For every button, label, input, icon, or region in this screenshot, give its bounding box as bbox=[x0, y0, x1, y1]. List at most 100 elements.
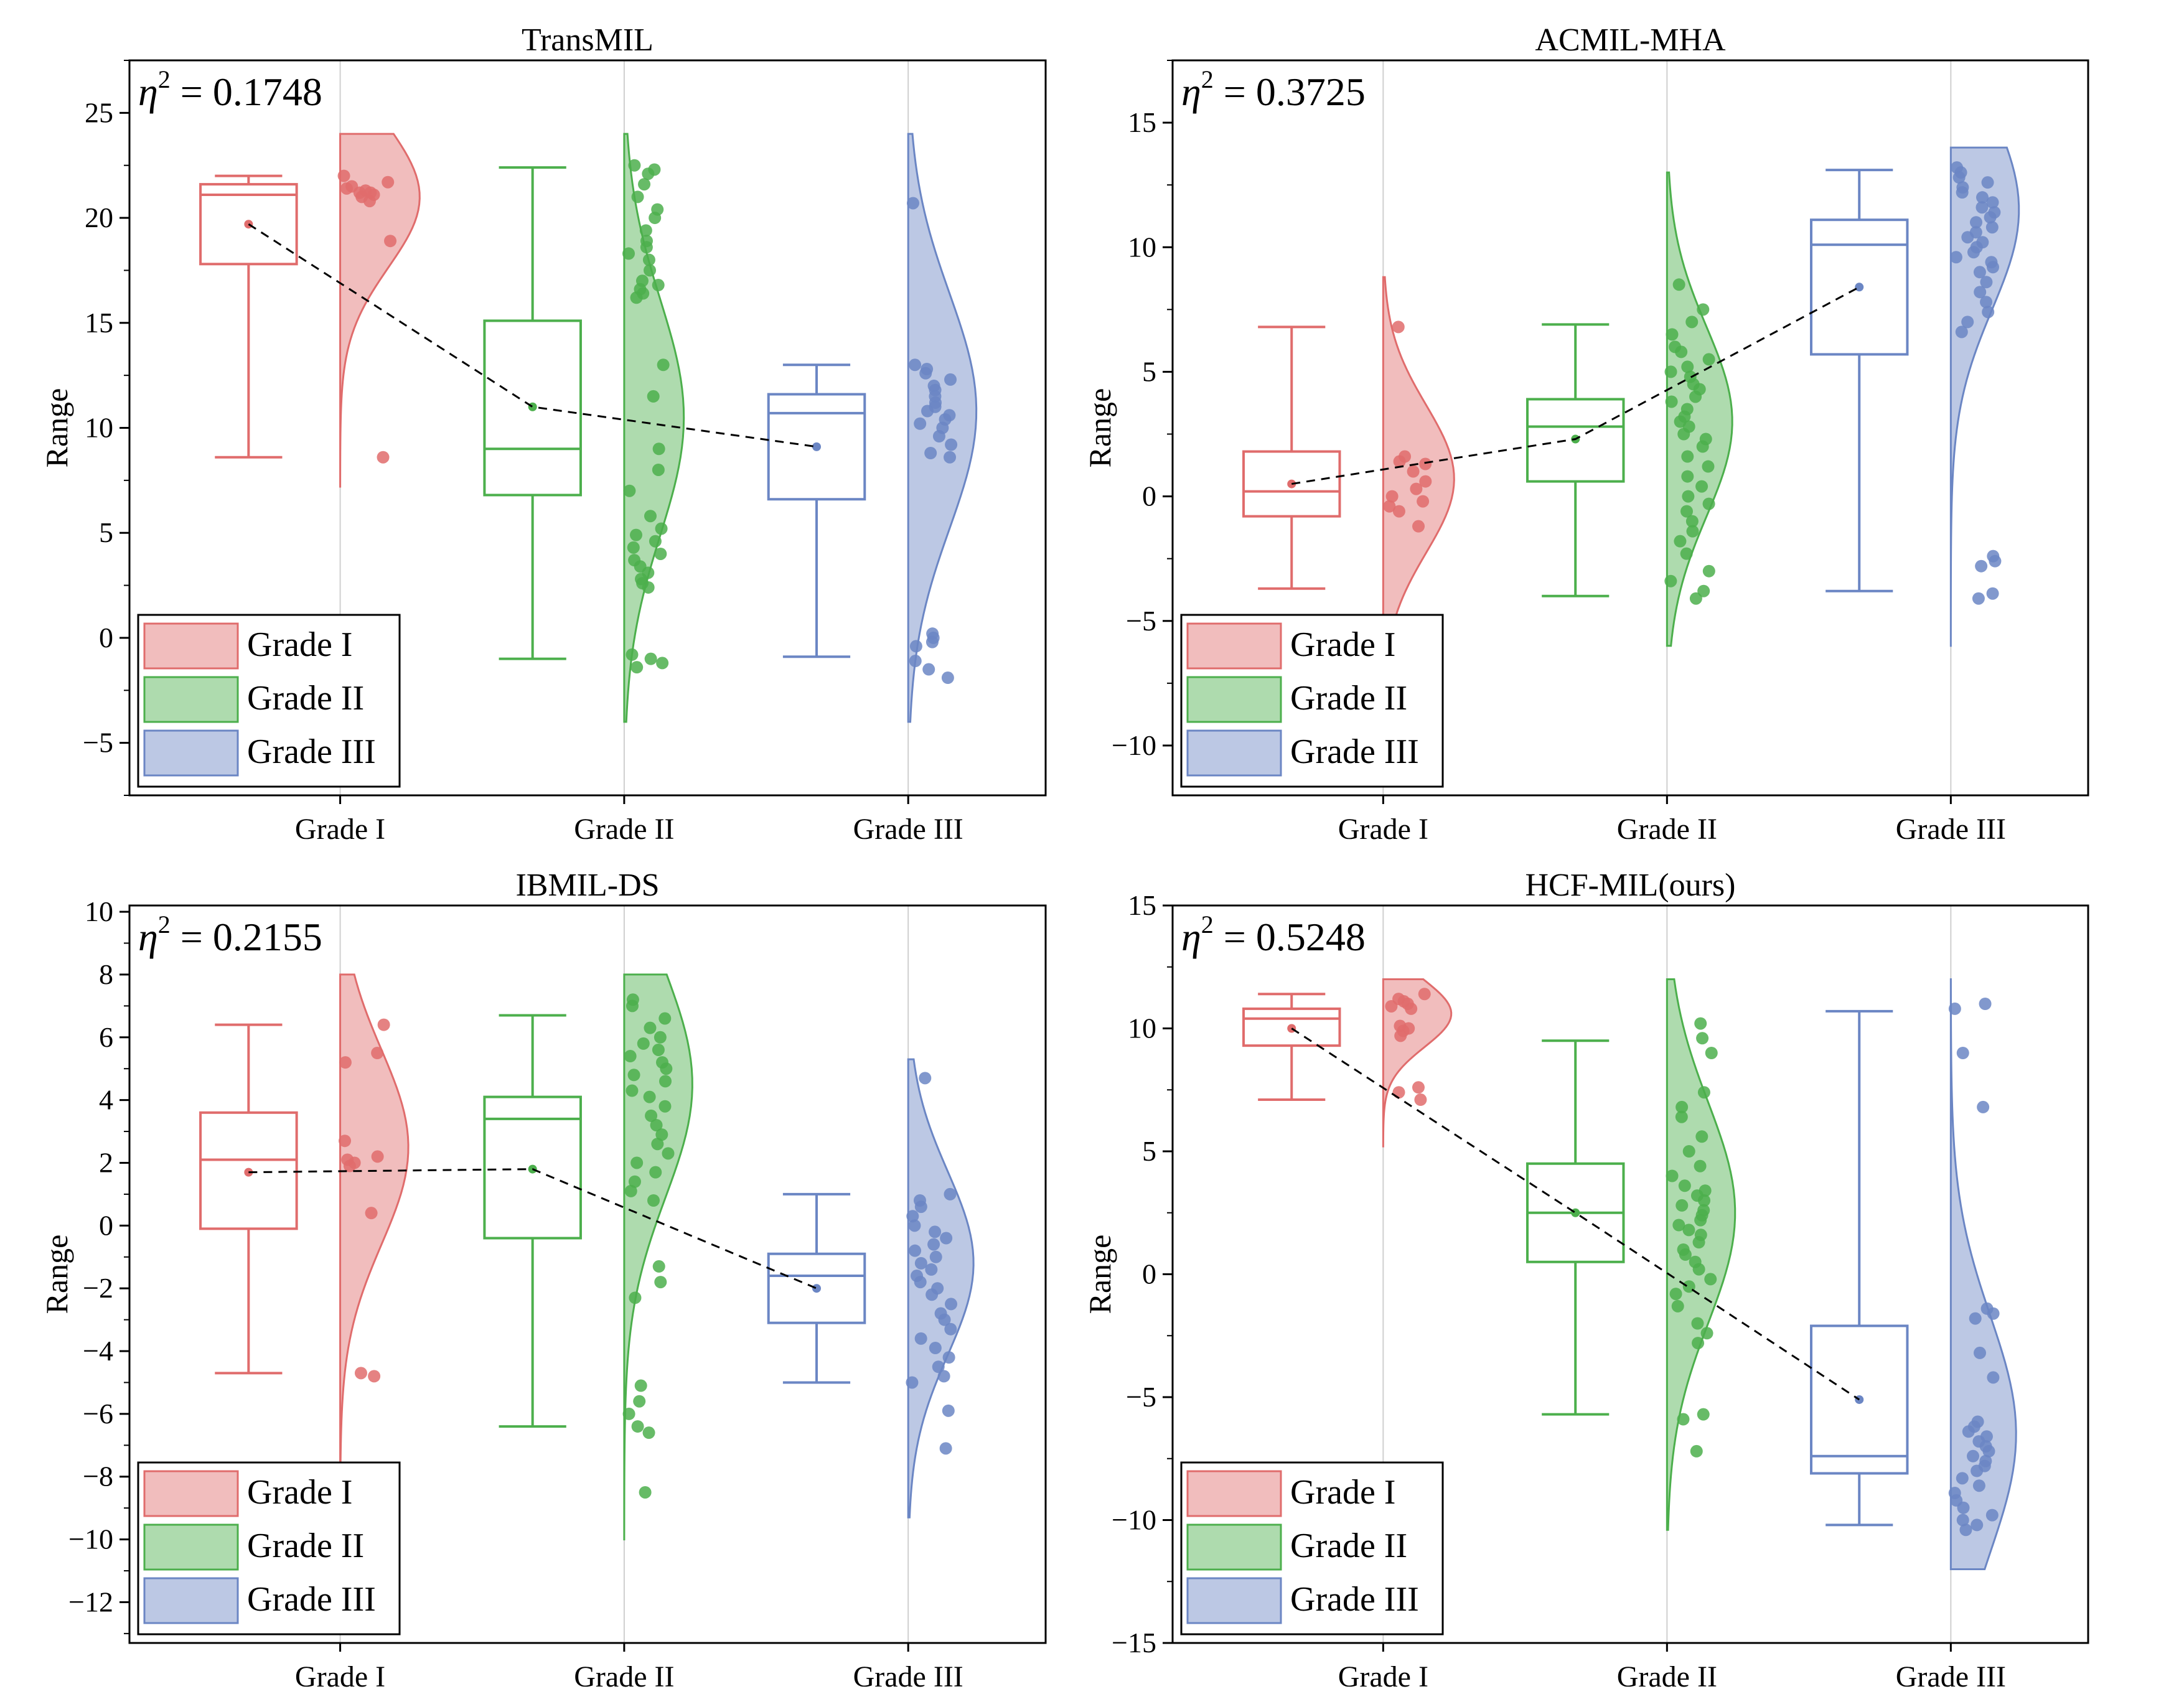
legend-label: Grade II bbox=[1290, 679, 1407, 718]
data-point bbox=[1682, 490, 1695, 503]
data-point bbox=[1685, 515, 1699, 528]
mean-trend-line bbox=[1291, 1027, 1860, 1401]
data-point bbox=[906, 1376, 919, 1389]
violin-half bbox=[1666, 171, 1733, 647]
y-tick-label: 20 bbox=[85, 202, 113, 233]
data-point bbox=[644, 510, 657, 523]
data-point bbox=[1681, 470, 1694, 483]
y-axis-label: Range bbox=[1082, 1235, 1117, 1314]
legend-label: Grade II bbox=[247, 679, 364, 718]
data-point bbox=[637, 1037, 650, 1050]
legend-label: Grade I bbox=[1290, 1473, 1395, 1512]
data-point bbox=[914, 417, 927, 430]
box-iqr bbox=[1526, 398, 1625, 483]
data-point bbox=[1955, 325, 1968, 339]
data-point bbox=[1418, 988, 1431, 1001]
violin-half bbox=[623, 973, 693, 1541]
data-point bbox=[932, 1360, 945, 1373]
legend-label: Grade I bbox=[247, 1473, 352, 1512]
data-point bbox=[1385, 999, 1398, 1013]
y-tick-label: 10 bbox=[1128, 1013, 1156, 1044]
x-tick-label: Grade II bbox=[1617, 1660, 1717, 1693]
legend-swatch bbox=[143, 1470, 239, 1517]
data-point bbox=[354, 1367, 367, 1380]
data-point bbox=[914, 1256, 927, 1270]
data-point bbox=[629, 528, 642, 541]
y-tick-label: −8 bbox=[83, 1461, 113, 1492]
data-point bbox=[642, 581, 655, 594]
data-point bbox=[649, 535, 662, 548]
data-point bbox=[1392, 505, 1405, 518]
data-point bbox=[1681, 450, 1694, 463]
y-tick-label: −5 bbox=[1126, 605, 1156, 637]
eta-squared-annotation: η2 = 0.5248 bbox=[1181, 910, 1366, 959]
data-point bbox=[1956, 1047, 1969, 1059]
mean-trend-line bbox=[248, 1168, 817, 1289]
legend: Grade I Grade II Grade III bbox=[137, 614, 401, 788]
data-point bbox=[1961, 231, 1974, 244]
data-point bbox=[628, 159, 641, 172]
data-point bbox=[1666, 328, 1679, 341]
data-point bbox=[1704, 1273, 1717, 1286]
y-tick-label: −10 bbox=[1112, 1504, 1156, 1536]
data-point bbox=[363, 195, 376, 208]
data-point bbox=[944, 451, 957, 464]
data-point bbox=[384, 235, 397, 248]
data-point bbox=[1664, 574, 1677, 587]
data-point bbox=[339, 1056, 352, 1069]
data-point bbox=[1695, 1130, 1708, 1143]
data-point bbox=[353, 186, 366, 199]
data-point bbox=[639, 224, 652, 237]
group-grade-iii bbox=[767, 133, 978, 723]
chart-panel-2: ACMIL-MHA Range η2 = 0.3725 −10 −5 0 5 10 15 Grad… bbox=[1082, 22, 2089, 846]
data-point bbox=[906, 197, 919, 210]
data-point bbox=[945, 438, 958, 451]
data-point bbox=[924, 446, 937, 459]
data-point bbox=[647, 1194, 660, 1207]
data-point bbox=[1987, 1307, 2000, 1320]
data-point bbox=[1970, 216, 1983, 229]
data-point bbox=[1967, 1449, 1980, 1462]
data-point bbox=[624, 1050, 637, 1063]
data-point bbox=[1977, 1100, 1990, 1113]
y-tick-label: 10 bbox=[85, 412, 113, 444]
x-tick-label: Grade III bbox=[853, 813, 963, 846]
data-point bbox=[1969, 1312, 1982, 1325]
data-point bbox=[337, 169, 350, 182]
x-tick-label: Grade III bbox=[1896, 813, 2006, 846]
data-point bbox=[909, 655, 922, 668]
data-point bbox=[630, 291, 643, 304]
data-point bbox=[929, 1342, 942, 1354]
data-point bbox=[1987, 261, 2000, 274]
data-point bbox=[938, 1313, 951, 1326]
legend-label: Grade I bbox=[247, 625, 352, 664]
data-point bbox=[927, 1238, 940, 1251]
plot-frame bbox=[1171, 904, 2089, 1644]
data-point bbox=[1952, 171, 1966, 184]
data-point bbox=[1985, 1509, 1999, 1522]
data-point bbox=[925, 1263, 938, 1276]
data-point bbox=[654, 1031, 667, 1044]
legend-swatch bbox=[1186, 1577, 1282, 1624]
y-tick-label: −6 bbox=[83, 1398, 113, 1430]
data-point bbox=[1956, 186, 1969, 199]
data-point bbox=[1680, 505, 1693, 518]
data-point bbox=[660, 1062, 673, 1075]
data-point bbox=[624, 1184, 637, 1197]
x-tick-label: Grade I bbox=[1338, 813, 1428, 846]
data-point bbox=[371, 1150, 384, 1163]
data-point bbox=[640, 241, 653, 254]
data-point bbox=[1682, 1145, 1695, 1158]
data-point bbox=[1407, 465, 1420, 478]
data-point bbox=[1689, 592, 1702, 605]
data-point bbox=[656, 657, 669, 670]
y-tick-label: 25 bbox=[85, 96, 113, 128]
data-point bbox=[631, 190, 644, 204]
data-point bbox=[1675, 1110, 1688, 1123]
data-point bbox=[1665, 395, 1678, 408]
data-point bbox=[1412, 520, 1425, 533]
data-point bbox=[631, 1420, 644, 1433]
data-point bbox=[1682, 1224, 1695, 1237]
data-point bbox=[652, 463, 665, 476]
data-point bbox=[339, 1135, 352, 1148]
